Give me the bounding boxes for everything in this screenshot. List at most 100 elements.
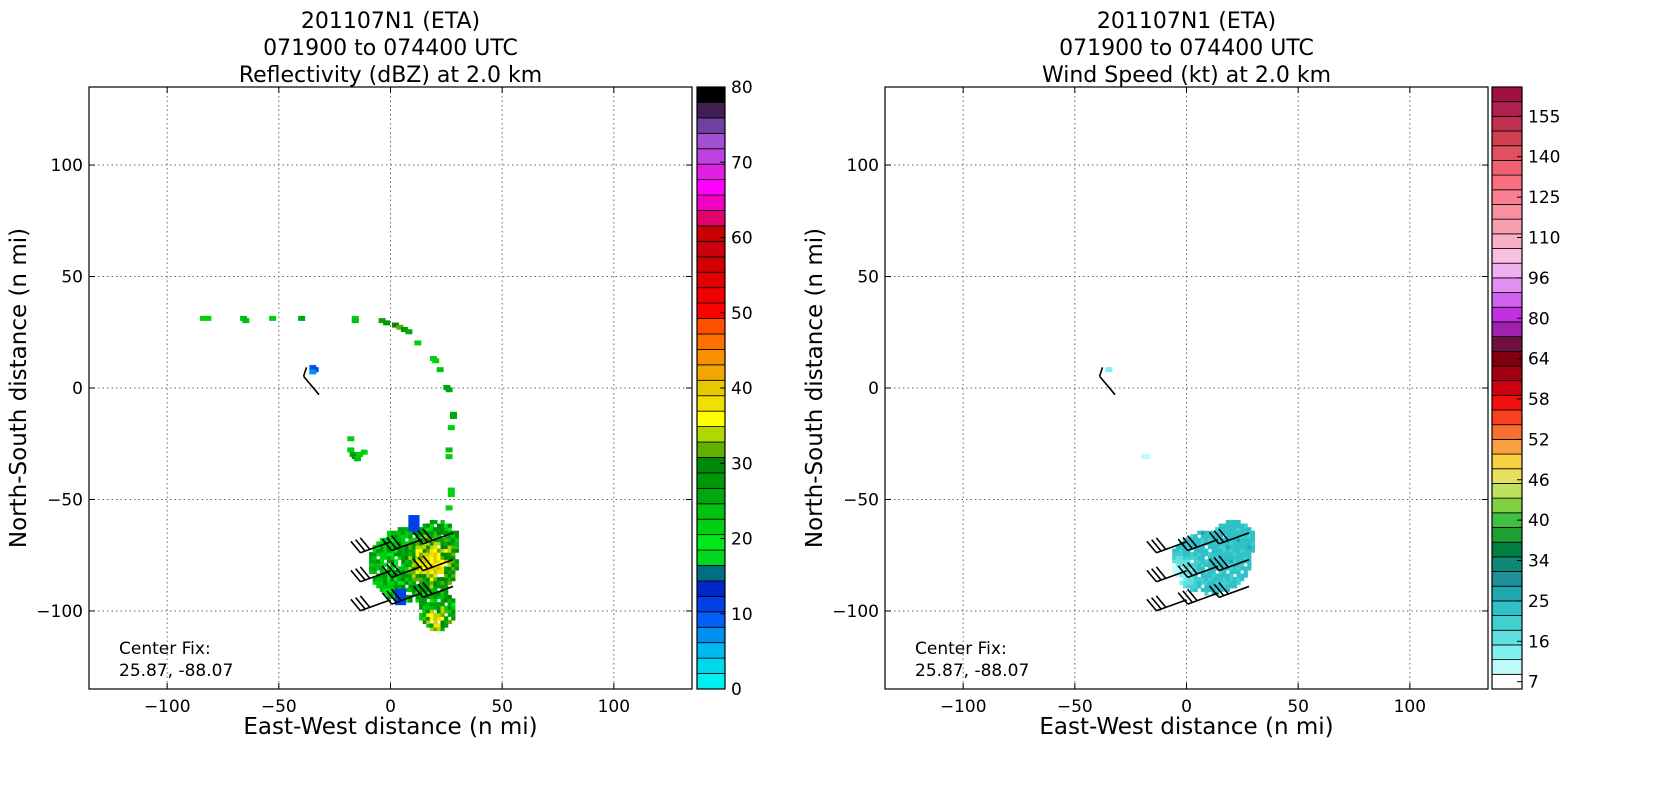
data-cell <box>1179 566 1184 571</box>
data-cell <box>447 523 452 528</box>
data-cell <box>298 315 306 321</box>
data-cell <box>1175 566 1180 571</box>
data-cell <box>397 534 402 539</box>
data-cell <box>451 598 456 603</box>
data-cell <box>1240 577 1245 582</box>
data-cell <box>433 559 438 564</box>
data-cell <box>444 616 449 621</box>
y-tick-label: 100 <box>51 156 83 176</box>
data-cell <box>408 598 413 603</box>
data-cell <box>445 387 453 393</box>
data-cell <box>416 515 420 519</box>
data-cell <box>422 602 427 607</box>
data-cell <box>419 616 424 621</box>
data-cell <box>451 612 456 617</box>
data-cell <box>408 528 412 532</box>
colorbar-tick-label: 110 <box>1528 229 1560 249</box>
colorbar-tick-label: 10 <box>731 605 753 625</box>
data-cell <box>1229 559 1234 564</box>
data-cell <box>451 573 456 578</box>
data-cell <box>394 562 399 567</box>
data-cell <box>1225 541 1230 546</box>
data-cell <box>1190 577 1195 582</box>
data-cell <box>444 594 449 600</box>
data-cell <box>356 451 364 457</box>
data-cell <box>400 594 404 598</box>
colorbar-tick-label: 64 <box>1528 350 1550 370</box>
data-cell <box>1197 548 1202 553</box>
data-cell <box>447 555 452 560</box>
data-cell <box>433 605 438 610</box>
y-tick-label: −50 <box>47 490 83 510</box>
data-cell <box>1211 555 1216 560</box>
data-cell <box>426 584 431 589</box>
data-cell <box>415 598 420 603</box>
data-cell <box>1193 537 1198 543</box>
data-cell <box>391 322 399 328</box>
data-cell <box>1186 537 1191 543</box>
data-cell <box>1182 562 1188 567</box>
data-cell <box>401 562 406 567</box>
x-tick-label: −50 <box>1057 697 1093 717</box>
data-cell <box>1200 552 1205 557</box>
data-cell <box>1200 587 1205 592</box>
data-cell <box>379 552 384 557</box>
data-cell <box>401 527 406 532</box>
data-cell <box>451 544 456 550</box>
x-axis-label: East-West distance (n mi) <box>243 714 537 740</box>
data-cell <box>1207 552 1213 557</box>
data-cell <box>372 580 377 585</box>
center-fix-annotation: 25.87, -88.07 <box>119 661 233 681</box>
data-cell <box>1190 541 1195 546</box>
x-tick-label: 100 <box>1394 697 1426 717</box>
data-cell <box>1190 555 1195 560</box>
data-cell <box>411 528 415 532</box>
data-cell <box>394 569 399 575</box>
wind-barb <box>350 566 391 583</box>
data-cell <box>433 584 438 589</box>
data-cell <box>408 544 413 550</box>
data-cell <box>404 534 409 539</box>
data-cell <box>1229 573 1234 578</box>
data-cell <box>1211 552 1216 557</box>
y-axis-label: North-South distance (n mi) <box>6 228 32 548</box>
data-cell <box>1225 584 1230 589</box>
data-cell <box>386 577 392 582</box>
colorbar-swatch <box>696 240 726 258</box>
data-cell <box>408 515 412 519</box>
data-cell <box>1200 577 1205 582</box>
data-cell <box>447 530 452 535</box>
data-cell <box>1247 559 1252 564</box>
data-cell <box>397 602 401 606</box>
data-cell <box>1190 544 1195 550</box>
data-cell <box>1200 534 1205 539</box>
data-cell <box>404 562 409 567</box>
data-cell <box>1232 519 1238 525</box>
data-cell <box>376 541 381 546</box>
data-cell <box>1225 580 1230 585</box>
data-cell <box>1250 544 1255 550</box>
data-cell <box>1186 544 1191 550</box>
data-cell <box>1197 580 1202 585</box>
data-cell <box>419 602 424 607</box>
data-cell <box>440 562 445 567</box>
data-cell <box>1211 559 1216 564</box>
data-cell <box>1229 530 1234 535</box>
data-cell <box>1193 552 1198 557</box>
wind-barb <box>381 561 423 579</box>
data-cell <box>415 552 420 557</box>
data-cell <box>436 559 442 564</box>
data-cell <box>1222 569 1227 575</box>
data-cell <box>404 598 409 603</box>
colorbar-swatch <box>696 657 726 674</box>
data-cell <box>386 594 392 600</box>
data-cell <box>379 555 384 560</box>
data-cell <box>426 555 431 560</box>
colorbar-swatch <box>1491 292 1523 308</box>
data-cell <box>1222 584 1227 589</box>
data-cell <box>383 584 388 589</box>
data-cell <box>422 580 427 585</box>
data-cell <box>419 612 424 617</box>
data-cell <box>269 315 277 321</box>
